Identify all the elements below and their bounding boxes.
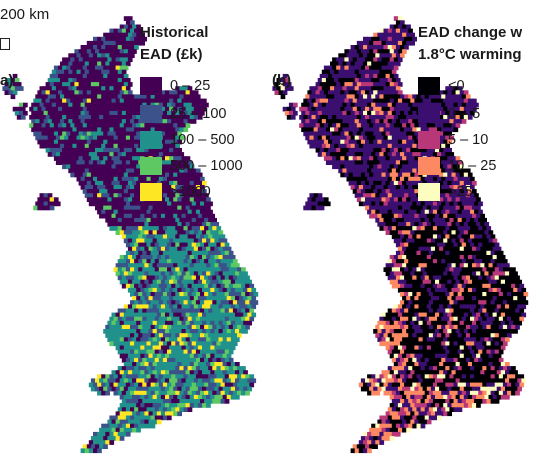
legend-b-item: 5 – 10 — [418, 130, 488, 150]
scale-bar-label: 200 km — [0, 6, 50, 23]
legend-b-swatch — [418, 77, 440, 95]
legend-b-item: <0 — [418, 76, 465, 96]
legend-b-swatch — [418, 157, 440, 175]
legend-b-label: 5 – 10 — [448, 132, 489, 148]
legend-b-item: 10 – 25 — [418, 156, 496, 176]
legend-a-item: >1000 — [140, 182, 211, 202]
legend-a-label: 25 – 100 — [170, 106, 227, 122]
legend-b-label: >25 — [448, 184, 473, 200]
legend-b-title-line-2: 1.8°C warming — [418, 46, 522, 63]
legend-b-title-line-1: EAD change w — [418, 24, 523, 41]
map-panel-a — [2, 16, 259, 454]
legend-b-label: 0 – 5 — [448, 106, 481, 122]
legend-b-item: 0 – 5 — [418, 104, 480, 124]
legend-a-swatch — [140, 157, 162, 175]
panel-a-label: a) — [0, 72, 14, 89]
map-panel-b — [272, 16, 529, 454]
legend-a-item: 500 – 1000 — [140, 156, 243, 176]
panel-b-label: (b) — [272, 72, 292, 89]
legend-a-title-line-1: Historical — [140, 24, 209, 41]
legend-a-item: 0 – 25 — [140, 76, 210, 96]
legend-b-swatch — [418, 183, 440, 201]
legend-b-item: >25 — [418, 182, 473, 202]
legend-a-swatch — [140, 131, 162, 149]
legend-b-label: 10 – 25 — [448, 158, 497, 174]
legend-a-label: 0 – 25 — [170, 78, 211, 94]
legend-a-swatch — [140, 105, 162, 123]
legend-b-swatch — [418, 105, 440, 123]
legend-a-item: 25 – 100 — [140, 104, 226, 124]
legend-a-label: 500 – 1000 — [170, 158, 243, 174]
legend-b-label: <0 — [448, 78, 465, 94]
legend-a-swatch — [140, 77, 162, 95]
legend-b-swatch — [418, 131, 440, 149]
legend-a-swatch — [140, 183, 162, 201]
legend-a-item: 100 – 500 — [140, 130, 235, 150]
legend-a-label: 100 – 500 — [170, 132, 235, 148]
legend-a-title-line-2: EAD (£k) — [140, 46, 203, 63]
legend-a-label: >1000 — [170, 184, 211, 200]
scale-bar-icon — [0, 38, 10, 50]
